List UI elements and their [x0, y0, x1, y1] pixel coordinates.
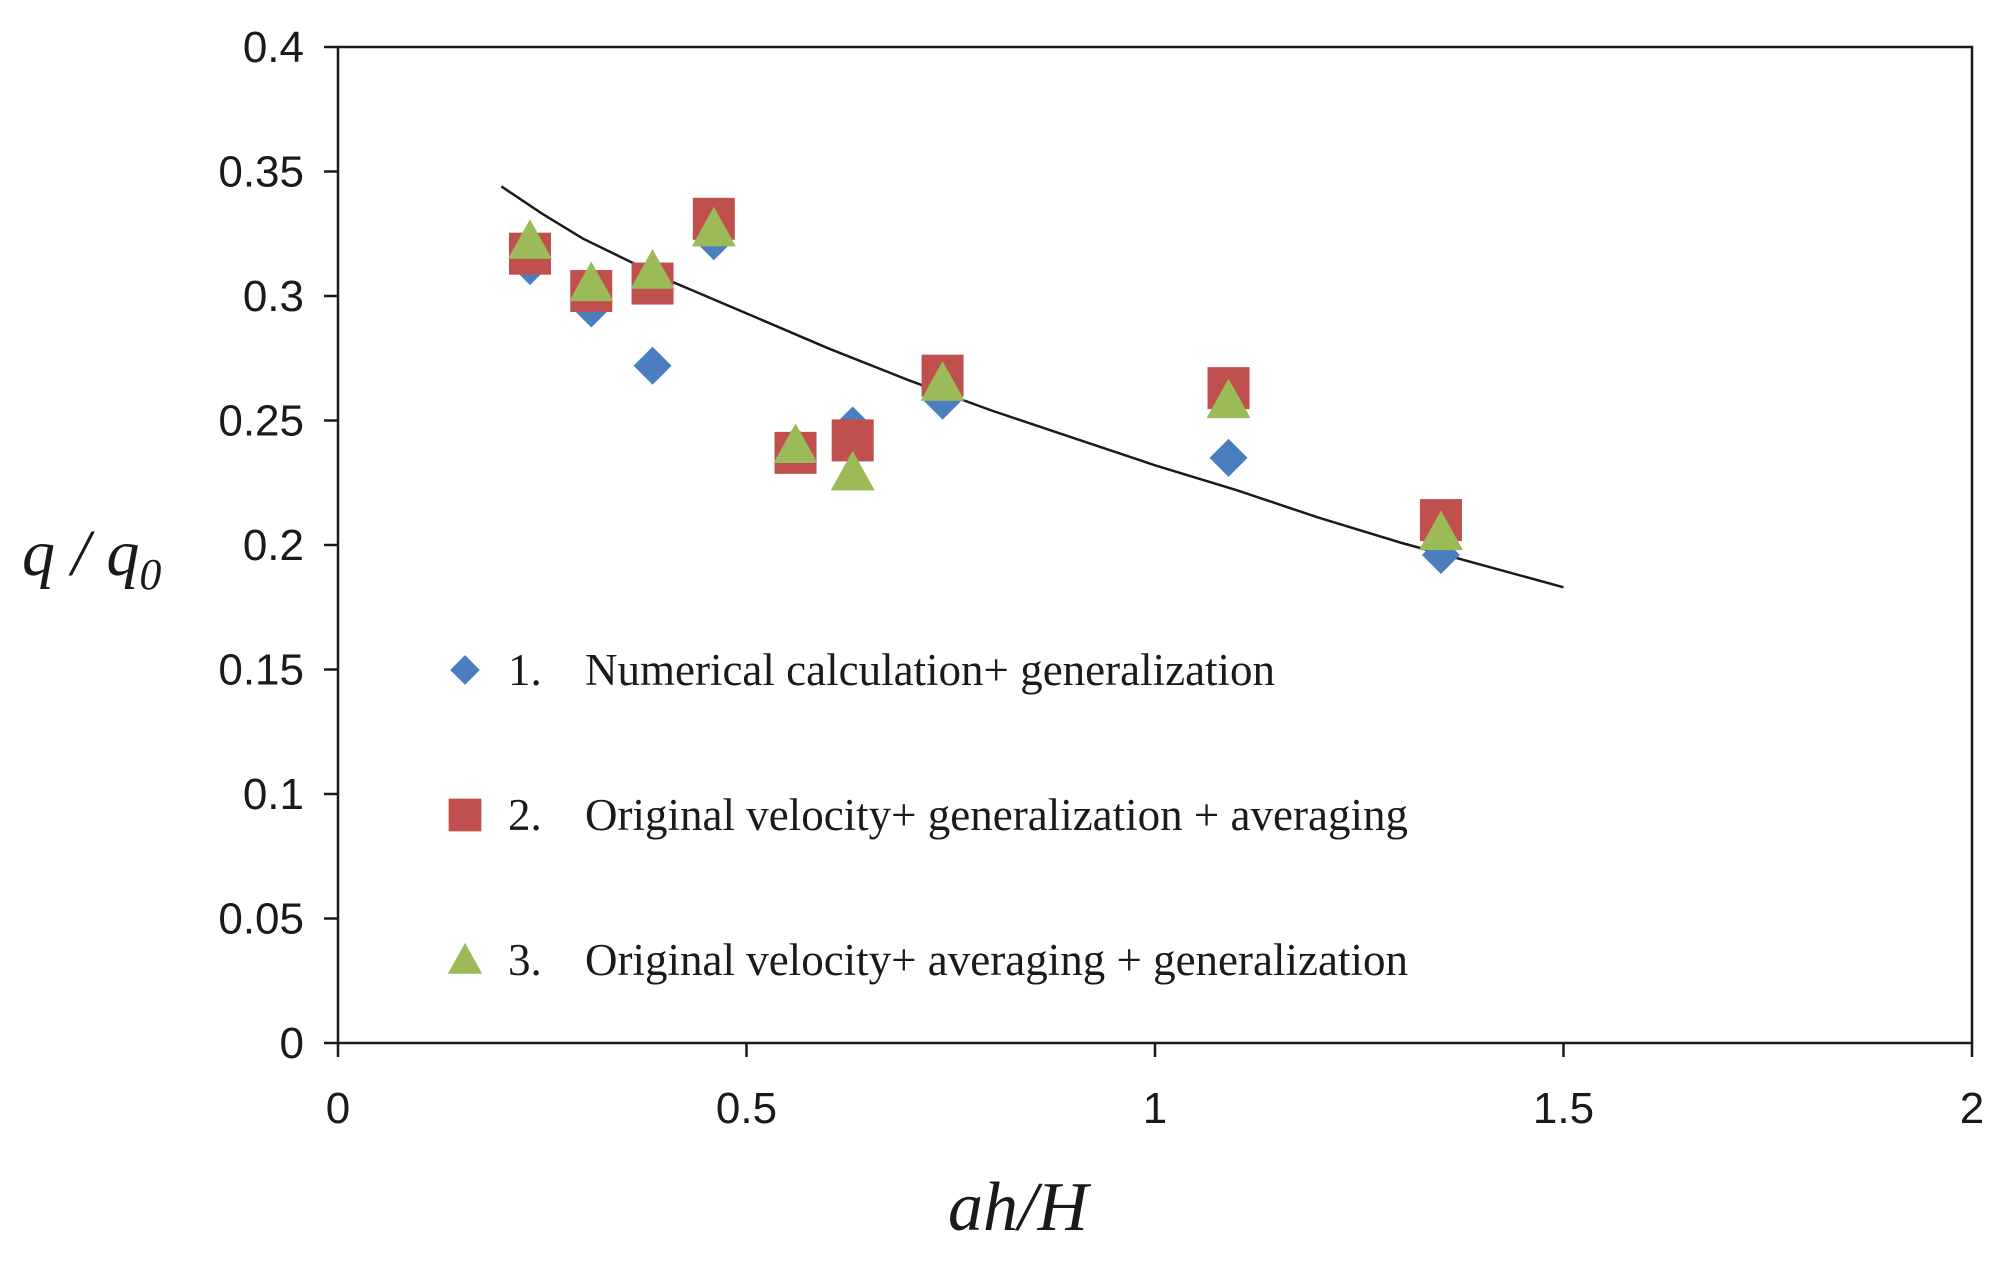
y-axis-label-subscript: 0 — [139, 550, 161, 599]
x-tick-label: 0.5 — [716, 1084, 777, 1133]
y-tick-label: 0.35 — [218, 148, 304, 197]
triangle-data-point — [920, 361, 965, 401]
y-tick-label: 0.05 — [218, 895, 304, 944]
y-axis-label: q / q0 — [22, 517, 161, 599]
legend-item-number: 2. — [508, 790, 542, 840]
legend-item-2: 2. Original velocity+ generalization + av… — [448, 790, 1408, 840]
plot-area-frame — [336, 45, 1974, 1045]
triangle-data-point — [630, 249, 675, 289]
y-axis-label-main: q / q — [22, 517, 139, 590]
triangle-data-point — [1418, 510, 1463, 551]
y-tick-label: 0.2 — [243, 521, 304, 570]
y-tick-label: 0.3 — [243, 272, 304, 321]
x-axis-ticks: 0 0.5 1 1.5 2 — [326, 1043, 1984, 1133]
y-tick-label: 0.4 — [243, 23, 304, 72]
diamond-data-point — [633, 346, 672, 385]
triangle-data-point — [830, 450, 875, 491]
legend: 1. Numerical calculation+ generalization 2… — [447, 645, 1408, 985]
legend-item-label: Original velocity+ averaging + generaliz… — [585, 935, 1408, 985]
y-tick-label: 0 — [280, 1019, 304, 1068]
y-tick-label: 0.25 — [218, 397, 304, 446]
x-tick-label: 1.5 — [1533, 1084, 1594, 1133]
triangle-data-point — [773, 423, 818, 463]
x-axis-label: ah/H — [948, 1169, 1091, 1246]
x-tick-label: 1 — [1143, 1084, 1167, 1133]
triangle-data-point — [691, 206, 736, 247]
y-axis-ticks: 0 0.05 0.1 0.15 0.2 0.25 0.3 0.35 0.4 — [218, 23, 338, 1068]
legend-item-label: Original velocity+ generalization + aver… — [585, 790, 1408, 840]
y-tick-label: 0.1 — [243, 770, 304, 819]
x-tick-label: 2 — [1960, 1084, 1984, 1133]
y-tick-label: 0.15 — [218, 646, 304, 695]
legend-square-marker — [448, 798, 482, 832]
legend-item-number: 3. — [508, 935, 542, 985]
triangle-data-point — [569, 261, 614, 302]
triangle-data-point — [1206, 378, 1251, 419]
diamond-data-point — [1209, 438, 1248, 477]
data-points-layer — [507, 197, 1463, 574]
legend-item-1: 1. Numerical calculation+ generalization — [450, 645, 1275, 695]
x-tick-label: 0 — [326, 1084, 350, 1133]
triangle-data-point — [507, 219, 552, 259]
legend-triangle-marker — [447, 942, 483, 974]
legend-item-label: Numerical calculation+ generalization — [585, 645, 1275, 695]
legend-diamond-marker — [450, 655, 480, 685]
series-3-points — [507, 206, 1463, 551]
legend-item-number: 1. — [508, 645, 542, 695]
legend-item-3: 3. Original velocity+ averaging + general… — [447, 935, 1408, 985]
